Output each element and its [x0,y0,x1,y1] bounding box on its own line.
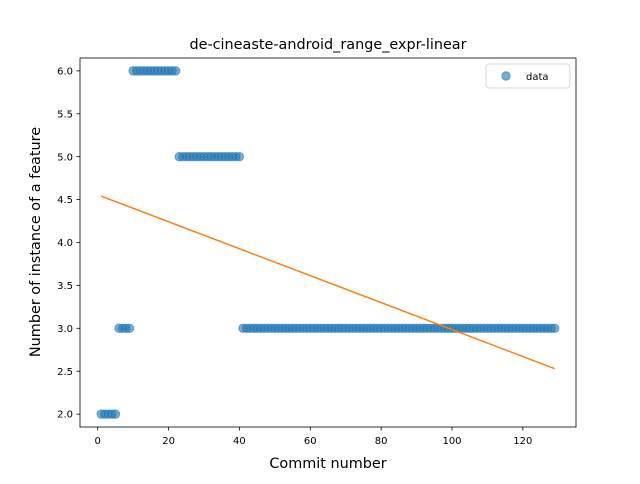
x-tick-label: 100 [442,436,461,447]
data-point [170,66,181,76]
x-tick-label: 0 [95,436,101,447]
chart-title: de-cineaste-android_range_expr-linear [189,37,466,53]
x-tick-label: 40 [233,436,246,447]
legend-marker [501,71,511,81]
y-tick-label: 3.5 [57,281,73,292]
y-tick-label: 5.5 [57,109,73,120]
data-point [110,409,121,419]
y-tick-label: 4.0 [57,238,73,249]
plot-area: 0 20 40 60 80 100 120 2.0 2.5 3.0 3.5 4.0 4.5 5.0 5.5 6… [57,57,577,447]
y-tick-label: 6.0 [57,66,73,77]
data-point [550,323,560,334]
y-tick-label: 4.5 [57,195,73,206]
y-tick-label: 2.0 [57,410,73,421]
y-axis-label: Number of instance of a feature [28,127,44,357]
x-tick-label: 20 [162,436,175,447]
x-tick-label: 80 [375,436,388,447]
legend-label: data [526,72,549,83]
y-tick-label: 3.0 [57,324,73,335]
legend: data [485,63,571,89]
y-tick-label: 2.5 [57,367,73,378]
legend-box [485,63,571,89]
y-tick-label: 5.0 [57,152,73,163]
fit-line [100,195,556,370]
x-axis-label: Commit number [269,456,386,472]
data-point [124,323,135,334]
data-point [234,151,245,162]
x-tick-label: 60 [304,436,317,447]
x-tick-label: 120 [513,436,532,447]
